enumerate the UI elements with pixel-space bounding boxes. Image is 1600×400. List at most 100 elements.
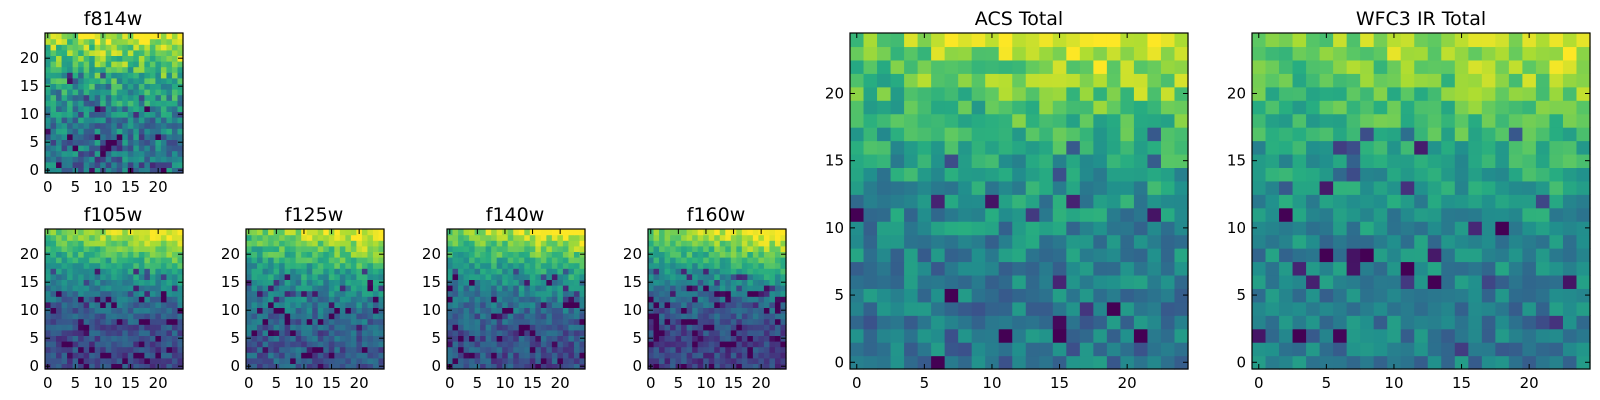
heatmap-cell <box>1549 301 1564 316</box>
heatmap-cell <box>312 285 319 292</box>
heatmap-cell <box>372 262 380 269</box>
heatmap-cell <box>83 122 90 129</box>
heatmap-cell <box>273 245 280 252</box>
heatmap-cell <box>50 83 57 90</box>
plot-frame <box>849 32 1189 370</box>
heatmap-cell <box>83 307 90 314</box>
heatmap-cell <box>719 279 726 286</box>
heatmap-cell <box>345 335 352 342</box>
heatmap-cell <box>149 257 156 264</box>
heatmap-cell <box>290 341 297 348</box>
heatmap-cell <box>670 296 677 303</box>
heatmap-cell <box>664 341 671 348</box>
heatmap-cell <box>1562 288 1578 303</box>
heatmap-cell <box>367 262 374 269</box>
heatmap-cell <box>513 262 520 269</box>
heatmap-cell <box>160 100 168 107</box>
heatmap-cell <box>1400 46 1415 61</box>
heatmap-cell <box>529 335 536 342</box>
heatmap-cell <box>284 341 291 348</box>
heatmap-cell <box>100 150 107 157</box>
heatmap-cell <box>568 273 575 280</box>
heatmap-cell <box>686 251 693 258</box>
heatmap-cell <box>122 346 129 353</box>
heatmap-cell <box>758 285 765 292</box>
heatmap-cell <box>306 229 313 236</box>
heatmap-cell <box>171 313 179 320</box>
heatmap-cell <box>1333 73 1348 88</box>
heatmap-cell <box>122 66 129 73</box>
heatmap-cell <box>1562 113 1578 128</box>
heatmap-cell <box>714 329 721 336</box>
heatmap-cells <box>45 33 184 174</box>
heatmap-cell <box>339 257 346 264</box>
heatmap-cell <box>67 89 74 96</box>
heatmap-cell <box>958 221 973 236</box>
heatmap-cell <box>719 296 726 303</box>
heatmap-cell <box>944 315 959 330</box>
heatmap-cell <box>171 279 179 286</box>
heatmap-cell <box>100 161 107 168</box>
heatmap-cell <box>985 73 1000 88</box>
heatmap-cell <box>306 240 313 247</box>
heatmap-cell <box>160 77 168 84</box>
heatmap-cell <box>306 285 313 292</box>
heatmap-cell <box>714 346 721 353</box>
heatmap-cell <box>56 133 63 140</box>
heatmap-cell <box>780 346 787 353</box>
heatmap-cell <box>1252 167 1267 182</box>
heatmap-cell <box>774 363 782 370</box>
heatmap-cell <box>328 251 335 258</box>
heatmap-cell <box>356 357 363 364</box>
heatmap-cell <box>67 279 74 286</box>
heatmap-cell <box>1265 167 1280 182</box>
heatmap-cell <box>1120 221 1135 236</box>
heatmap-cell <box>1373 46 1388 61</box>
heatmap-cell <box>78 44 85 51</box>
heatmap-cell <box>122 341 129 348</box>
heatmap-cell <box>257 335 264 342</box>
heatmap-cell <box>1306 100 1321 115</box>
heatmap-cell <box>67 352 74 359</box>
heatmap-cell <box>557 346 564 353</box>
heatmap-cell <box>372 313 380 320</box>
heatmap-cell <box>535 296 542 303</box>
heatmap-cell <box>149 329 156 336</box>
heatmap-cell <box>1279 261 1294 276</box>
heatmap-cell <box>328 313 335 320</box>
heatmap-cell <box>890 33 905 48</box>
heatmap-cell <box>328 318 335 325</box>
heatmap-cell <box>144 357 151 364</box>
heatmap-cell <box>138 357 145 364</box>
heatmap-cell <box>529 307 536 314</box>
heatmap-cell <box>1292 100 1307 115</box>
heatmap-cell <box>763 363 771 370</box>
heatmap-cell <box>144 44 151 51</box>
heatmap-cell <box>708 318 715 325</box>
heatmap-cell <box>1160 127 1176 142</box>
heatmap-cell <box>686 357 693 364</box>
heatmap-cell <box>1468 221 1483 236</box>
heatmap-cell <box>686 307 693 314</box>
heatmap-cell <box>1522 261 1537 276</box>
plot-frame <box>1251 32 1591 370</box>
heatmap-cell <box>50 329 57 336</box>
heatmap-cell <box>971 73 986 88</box>
heatmap-cell <box>138 38 145 45</box>
heatmap-cell <box>306 307 313 314</box>
heatmap-cell <box>1468 46 1483 61</box>
heatmap-cell <box>1120 73 1135 88</box>
heatmap-cell <box>480 307 487 314</box>
heatmap-cell <box>257 307 264 314</box>
heatmap-cell <box>122 357 129 364</box>
heatmap-cell <box>1562 315 1578 330</box>
heatmap-cell <box>1252 261 1267 276</box>
heatmap-cell <box>1279 153 1294 168</box>
heatmap-cell <box>480 290 487 297</box>
heatmap-cell <box>301 262 308 269</box>
heatmap-cell <box>290 324 297 331</box>
heatmap-cell <box>1549 113 1564 128</box>
heatmap-cell <box>133 285 140 292</box>
heatmap-cell <box>111 234 118 241</box>
heatmap-cell <box>268 301 275 308</box>
